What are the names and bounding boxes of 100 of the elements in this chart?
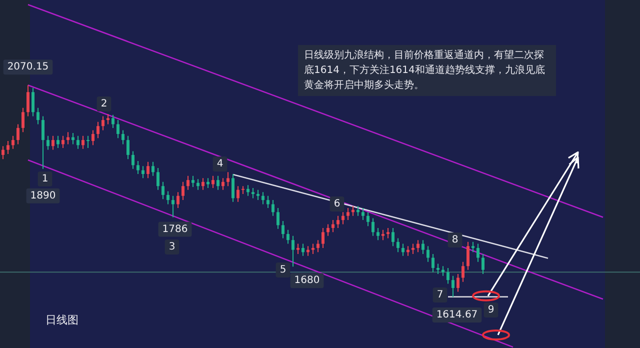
candlestick — [262, 192, 264, 205]
candlestick — [432, 254, 434, 273]
candlestick — [92, 130, 94, 146]
candlestick — [122, 130, 124, 145]
annotation: 5 — [280, 264, 286, 276]
annotation: 1786 — [162, 224, 188, 235]
candlestick — [112, 114, 114, 128]
candlestick — [462, 261, 464, 282]
candlestick — [106, 113, 110, 125]
candlestick — [316, 240, 320, 253]
candlestick — [382, 229, 384, 241]
candlestick — [132, 150, 134, 170]
candlestick — [26, 84, 30, 117]
candlestick — [412, 243, 414, 255]
candlestick — [366, 212, 370, 227]
candlestick — [282, 220, 284, 239]
candlestick — [2, 146, 4, 160]
candlestick — [172, 195, 174, 218]
candlestick — [246, 184, 250, 196]
candlestick — [162, 181, 164, 200]
candlestick — [166, 190, 170, 205]
annotation: 9 — [488, 304, 494, 316]
candlestick — [332, 220, 334, 233]
annotation: 4 — [216, 158, 224, 170]
candlestick — [192, 175, 194, 188]
candlestick — [66, 132, 70, 145]
candlestick — [292, 235, 294, 268]
candlestick — [116, 120, 120, 139]
candlestick — [326, 224, 330, 236]
candlestick — [402, 243, 404, 256]
candlestick — [42, 116, 44, 170]
candlestick — [146, 161, 150, 179]
candlestick — [286, 229, 290, 244]
candlestick — [62, 135, 64, 148]
candlestick — [196, 178, 200, 190]
annotation: 1614.67 — [436, 309, 478, 320]
annotation: 2070.15 — [7, 62, 49, 73]
candlestick — [202, 178, 204, 190]
candlestick — [152, 161, 154, 176]
candlestick — [12, 135, 14, 150]
candlestick — [232, 174, 234, 202]
candlestick — [466, 241, 470, 270]
annotation: 日线级别九浪结构，目前价格重返通道内，有望二次探底1614，下方关注1614和通道趋势线支撑，九浪见底黄金将开启中期多头走势。 — [298, 45, 556, 96]
candlestick — [226, 172, 230, 187]
candlestick — [472, 241, 474, 253]
candlestick — [456, 274, 460, 292]
candlestick — [36, 107, 40, 125]
candlestick — [56, 135, 60, 148]
candlestick — [426, 246, 430, 262]
candlestick — [6, 140, 10, 154]
candlestick — [342, 212, 344, 225]
candlestick — [346, 207, 350, 221]
candlestick — [212, 175, 214, 188]
candlestick — [322, 227, 324, 248]
candlestick — [482, 254, 484, 275]
candlestick — [16, 124, 20, 145]
candlestick — [386, 227, 390, 239]
candlestick — [396, 238, 400, 253]
candlestick — [252, 187, 254, 199]
candlestick — [136, 160, 140, 174]
candlestick — [362, 207, 364, 221]
candlestick — [182, 181, 184, 201]
annotation: 1 — [42, 174, 48, 184]
candlestick — [272, 200, 274, 216]
candlestick — [422, 240, 424, 255]
candlestick — [452, 275, 454, 298]
candlestick — [336, 215, 340, 228]
candlestick — [142, 166, 144, 179]
annotation: 3 — [168, 242, 176, 252]
candlestick — [96, 121, 100, 139]
candlestick — [76, 135, 80, 150]
annotation: 1890 — [30, 190, 56, 202]
annotation: 2 — [100, 98, 108, 110]
candlestick — [416, 240, 420, 253]
candlestick — [156, 167, 160, 190]
candlestick — [126, 135, 130, 160]
candlestick — [186, 175, 190, 190]
annotation: 8 — [452, 234, 458, 246]
candlestick — [392, 227, 394, 247]
annotation: 7 — [436, 290, 444, 300]
candlestick — [436, 263, 440, 275]
annotation: 1680 — [294, 275, 320, 286]
candlestick — [266, 195, 270, 208]
candlestick — [276, 207, 280, 230]
candlestick — [72, 132, 74, 145]
candlestick — [372, 218, 374, 236]
candlestick — [176, 192, 180, 208]
candlestick — [32, 87, 34, 117]
candlestick — [302, 243, 304, 256]
annotation: 6 — [334, 198, 340, 210]
candlestick — [236, 186, 240, 202]
candlestick — [476, 243, 480, 262]
annotation: 日线图 — [46, 314, 78, 326]
candlestick — [86, 135, 90, 148]
candlestick — [256, 189, 260, 201]
candlestick — [82, 135, 84, 150]
candlestick — [222, 178, 224, 190]
candlestick — [216, 175, 220, 190]
candlestick — [376, 227, 380, 241]
candlestick — [46, 135, 50, 150]
